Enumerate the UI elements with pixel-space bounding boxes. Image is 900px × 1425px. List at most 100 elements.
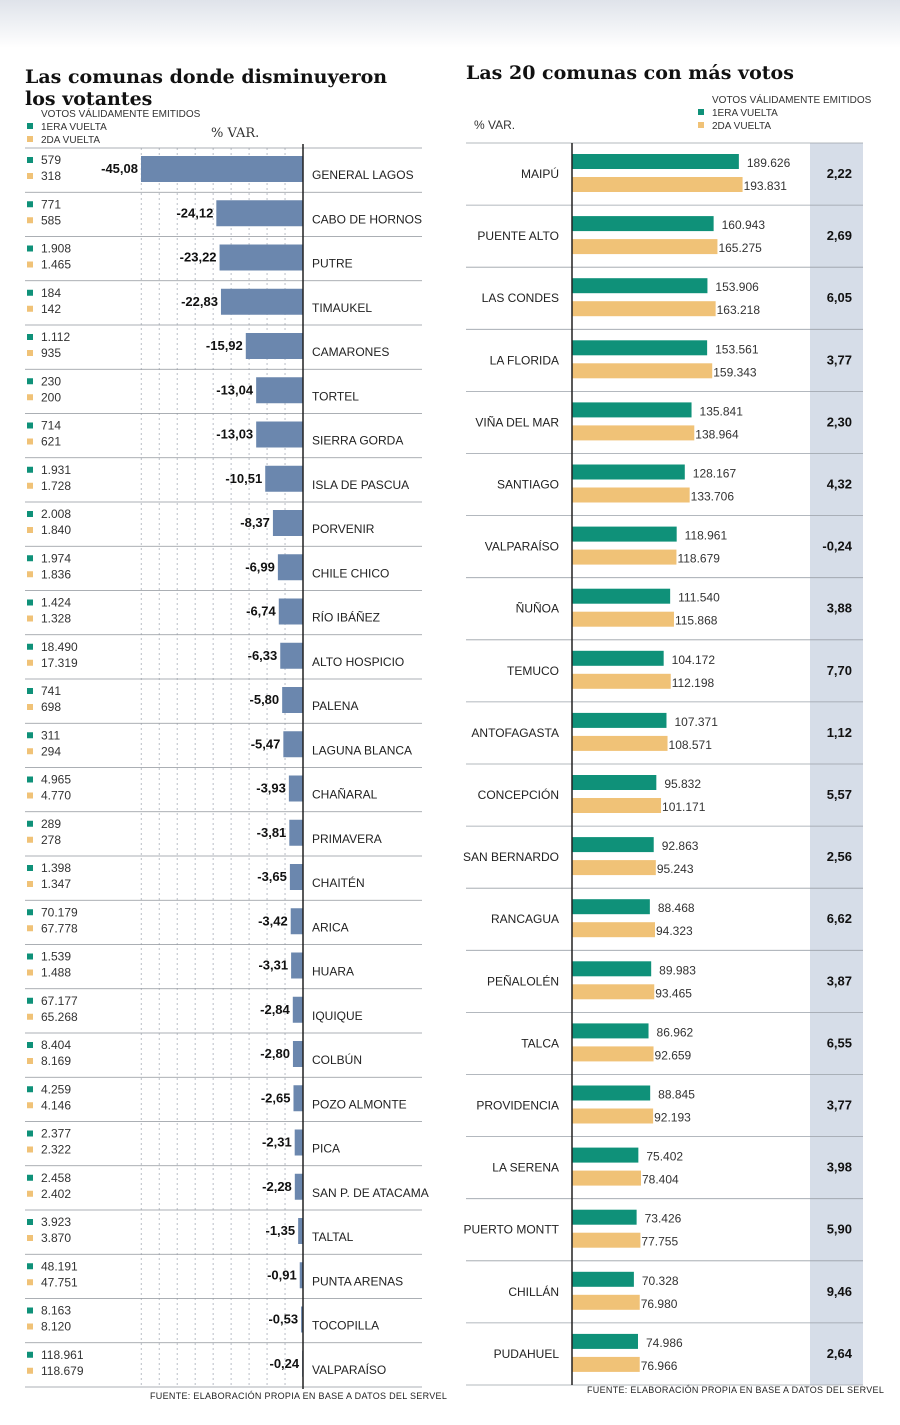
first-round-votes: 2.377: [41, 1127, 71, 1141]
second-round-bar: [572, 1232, 641, 1248]
commune-label: GENERAL LAGOS: [312, 168, 414, 182]
first-round-value: 74.986: [646, 1336, 683, 1350]
first-round-bar: [572, 278, 708, 294]
commune-label: CAMARONES: [312, 345, 389, 359]
second-round-value: 115.868: [675, 614, 718, 628]
second-round-value: 101.171: [662, 800, 706, 814]
var-value-label: -0,53: [268, 1312, 298, 1327]
second-round-votes: 47.751: [41, 1275, 78, 1289]
second-round-marker: [27, 1013, 33, 1020]
second-round-votes: 278: [41, 833, 61, 847]
first-round-marker: [27, 1174, 33, 1181]
var-value: 2,69: [827, 228, 852, 243]
commune-label: TEMUCO: [507, 664, 559, 678]
first-round-votes: 67.177: [41, 994, 78, 1008]
second-round-value: 77.755: [641, 1235, 678, 1249]
second-round-value: 93.465: [655, 986, 692, 1000]
second-round-marker: [27, 881, 33, 887]
first-round-votes: 311: [41, 728, 60, 742]
first-round-marker: [27, 511, 33, 517]
decline-bar: [256, 377, 303, 404]
second-round-marker: [27, 748, 33, 755]
first-round-value: 104.172: [672, 653, 716, 667]
second-round-bar: [572, 177, 743, 192]
second-round-votes: 8.169: [41, 1054, 71, 1068]
second-round-marker: [27, 217, 33, 224]
first-round-bar: [572, 402, 692, 418]
first-round-votes: 70.179: [41, 905, 78, 919]
commune-label: LA SERENA: [492, 1161, 559, 1175]
commune-label: TOCOPILLA: [312, 1319, 379, 1333]
commune-label: COLBÚN: [312, 1052, 362, 1067]
var-value: 3,98: [827, 1160, 852, 1175]
commune-label: VALPARAÍSO: [485, 539, 559, 554]
second-round-marker: [27, 1058, 33, 1064]
first-round-value: 89.983: [659, 963, 696, 977]
var-value-label: -3,93: [256, 781, 286, 796]
second-round-votes: 2.322: [41, 1143, 71, 1157]
first-round-marker: [27, 334, 33, 340]
var-value-label: -45,08: [101, 161, 138, 176]
first-round-value: 160.943: [722, 218, 766, 232]
second-round-marker: [27, 438, 33, 445]
decline-bar: [292, 1041, 303, 1067]
second-round-votes: 621: [41, 435, 61, 449]
second-round-marker: [27, 394, 33, 401]
first-round-marker: [27, 643, 33, 650]
second-round-votes: 1.328: [41, 612, 71, 626]
var-value-label: -2,84: [260, 1002, 290, 1017]
first-round-votes: 1.539: [41, 950, 71, 964]
second-round-bar: [572, 549, 677, 565]
second-round-bar: [572, 1046, 654, 1062]
commune-label: TALTAL: [312, 1230, 354, 1244]
left-title-line1: Las comunas donde disminuyeron: [25, 66, 388, 88]
decline-bar: [289, 819, 303, 846]
first-round-bar: [572, 526, 677, 542]
first-round-votes: 4.965: [41, 773, 71, 787]
first-round-marker: [27, 909, 33, 916]
first-round-value: 73.426: [645, 1212, 682, 1226]
commune-label: SANTIAGO: [497, 478, 559, 492]
second-round-marker: [27, 1235, 33, 1241]
first-round-bar: [572, 1147, 639, 1163]
commune-label: HUARA: [312, 965, 354, 979]
second-round-value: 159.343: [713, 365, 757, 379]
decline-bar: [216, 200, 303, 227]
commune-label: PEÑALOLÉN: [487, 973, 559, 988]
second-round-votes: 1.465: [41, 258, 71, 272]
first-round-value: 88.468: [658, 901, 695, 915]
commune-label: CHAITÉN: [312, 875, 365, 890]
right-legend-first: 1ERA VUELTA: [698, 107, 871, 120]
commune-label: PUERTO MONTT: [463, 1223, 559, 1237]
first-round-value: 92.863: [662, 839, 699, 853]
first-round-marker: [27, 378, 33, 385]
var-value: 3,77: [827, 1098, 852, 1113]
first-round-marker: [27, 1086, 33, 1093]
left-legend-header: VOTOS VÁLIDAMENTE EMITIDOS: [41, 109, 201, 120]
left-source-note: FUENTE: ELABORACIÓN PROPIA EN BASE A DAT…: [150, 1391, 448, 1401]
green-square-icon: [698, 109, 704, 115]
var-value: 6,05: [827, 290, 852, 305]
second-round-votes: 1.728: [41, 479, 71, 493]
second-round-marker: [27, 571, 33, 578]
var-value-label: -3,81: [257, 825, 287, 840]
first-round-marker: [27, 1263, 33, 1270]
var-value: 7,70: [827, 663, 852, 678]
first-round-votes: 230: [41, 374, 61, 388]
first-round-bar: [572, 1271, 634, 1287]
first-round-bar: [572, 899, 650, 915]
right-legend-header: VOTOS VÁLIDAMENTE EMITIDOS: [712, 95, 872, 106]
decline-bar: [294, 1173, 303, 1200]
first-round-value: 189.626: [747, 156, 791, 170]
first-round-value: 107.371: [674, 715, 718, 729]
commune-label: CABO DE HORNOS: [312, 212, 422, 226]
var-value: 2,22: [827, 166, 852, 181]
first-round-votes: 714: [41, 419, 61, 433]
var-value-label: -6,74: [246, 604, 276, 619]
var-value-label: -13,03: [216, 427, 253, 442]
var-value: 3,88: [827, 601, 852, 616]
first-round-marker: [27, 1130, 33, 1137]
var-value-label: -3,65: [257, 869, 287, 884]
var-value: -0,24: [822, 539, 852, 554]
first-round-value: 135.841: [700, 404, 744, 418]
